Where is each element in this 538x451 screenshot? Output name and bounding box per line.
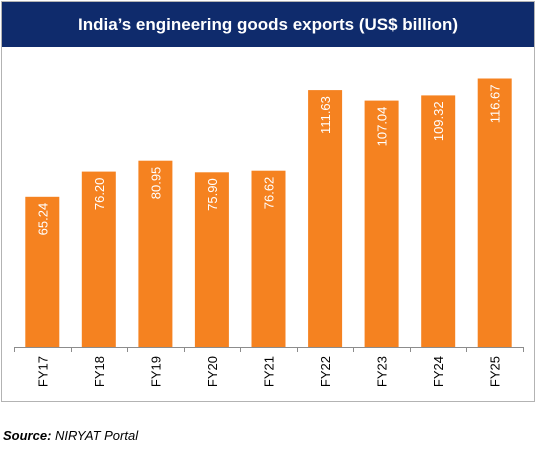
bar — [251, 170, 286, 347]
bar-value-label: 109.32 — [431, 101, 446, 141]
chart-frame: India’s engineering goods exports (US$ b… — [1, 1, 535, 402]
source-label: Source: — [3, 428, 52, 443]
bar-value-label: 76.62 — [262, 177, 277, 210]
category-tick-label: FY24 — [431, 356, 446, 387]
chart-plot: 65.24 FY17 76.20 FY18 80.95 FY19 75.90 FY20 76.6… — [14, 78, 524, 387]
source-note: Source: NIRYAT Portal — [3, 428, 138, 443]
bar — [194, 172, 229, 347]
bar — [81, 171, 116, 347]
bar — [138, 160, 173, 347]
bar — [421, 95, 456, 348]
chart-title: India’s engineering goods exports (US$ b… — [2, 2, 534, 47]
bar-value-label: 76.20 — [92, 178, 107, 211]
category-tick-label: FY23 — [375, 356, 390, 387]
category-tick-label: FY25 — [488, 356, 503, 387]
bar — [364, 100, 399, 347]
source-text: NIRYAT Portal — [51, 428, 139, 443]
bar — [25, 196, 60, 347]
bar — [477, 78, 512, 347]
bar-value-label: 116.67 — [488, 85, 503, 124]
category-tick-label: FY22 — [318, 356, 333, 387]
bar — [308, 90, 343, 347]
category-tick-label: FY17 — [35, 356, 50, 387]
bar-value-label: 65.24 — [35, 203, 50, 236]
bar-value-label: 80.95 — [148, 167, 163, 200]
bar-value-label: 75.90 — [205, 178, 220, 211]
category-tick-label: FY19 — [148, 356, 163, 387]
category-tick-label: FY18 — [92, 356, 107, 387]
category-tick-label: FY21 — [262, 356, 277, 387]
category-tick-label: FY20 — [205, 356, 220, 387]
bar-value-label: 111.63 — [318, 96, 333, 134]
bar-value-label: 107.04 — [375, 107, 390, 147]
